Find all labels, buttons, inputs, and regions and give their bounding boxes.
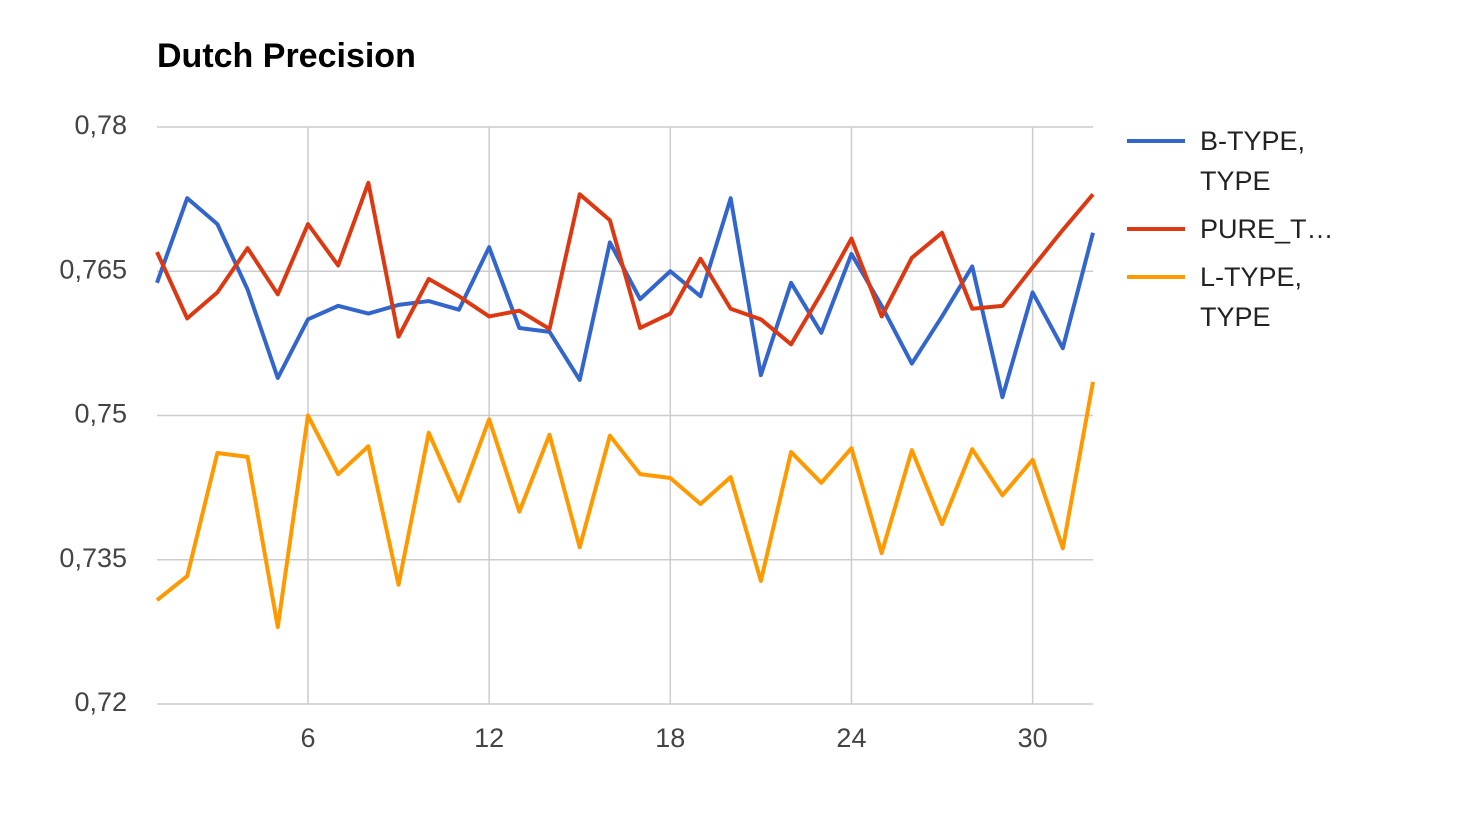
y-tick-label: 0,765 [59,254,127,284]
x-tick-label: 24 [836,723,866,753]
chart-title: Dutch Precision [157,37,416,75]
x-tick-label: 6 [300,723,315,753]
y-tick-label: 0,78 [74,110,127,140]
legend-swatch [1127,227,1185,231]
legend-entry: PURE_T… [1127,209,1360,249]
x-tick-label: 18 [655,723,685,753]
y-tick-label: 0,72 [74,687,127,717]
legend-label: PURE_T… [1200,214,1334,244]
series-line [155,180,1095,347]
x-tick-label: 30 [1018,723,1048,753]
legend: B-TYPE, TYPE PURE_T… L-TYPE, TYPE [1127,121,1360,345]
legend-swatch [1127,139,1185,143]
legend-swatch [1127,275,1185,279]
legend-label: B-TYPE, TYPE [1200,126,1306,196]
series-line [155,381,1095,630]
legend-label: L-TYPE, TYPE [1200,262,1303,332]
y-tick-label: 0,75 [74,399,127,429]
y-tick-label: 0,735 [59,543,127,573]
legend-entry: L-TYPE, TYPE [1127,257,1360,337]
series-line [155,196,1095,400]
legend-entry: B-TYPE, TYPE [1127,121,1360,201]
x-tick-label: 12 [474,723,504,753]
